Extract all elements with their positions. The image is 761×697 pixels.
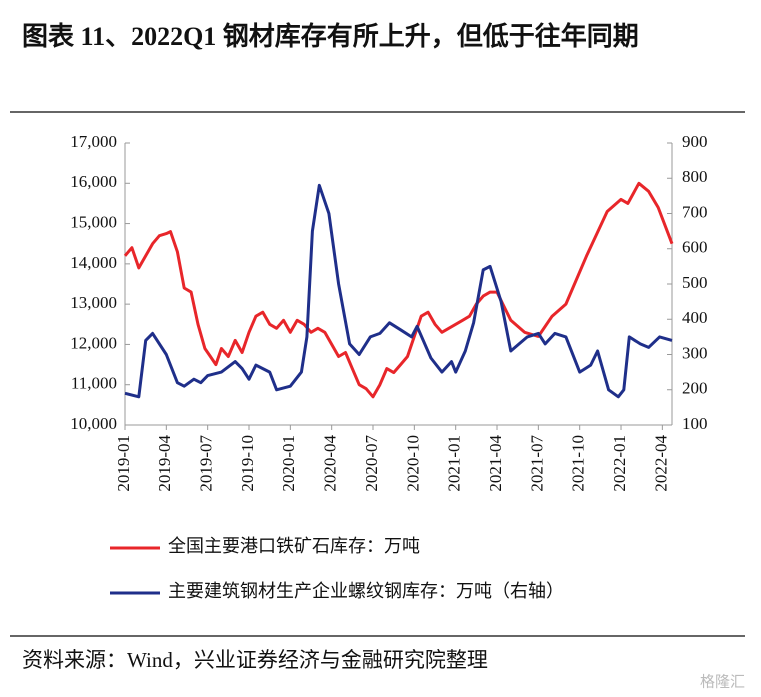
y2-tick-label: 700: [682, 202, 708, 221]
x-tick-label: 2019-07: [197, 435, 216, 492]
y-tick-label: 11,000: [71, 374, 117, 393]
y-tick-label: 14,000: [70, 253, 117, 272]
x-tick-label: 2021-01: [445, 435, 464, 492]
source: 资料来源：Wind，兴业证券经济与金融研究院整理: [22, 648, 488, 672]
x-tick-label: 2019-01: [114, 435, 133, 492]
series-line: [124, 183, 673, 399]
y-tick-label: 15,000: [70, 212, 117, 231]
x-tick-label: 2022-01: [610, 435, 629, 492]
y2-tick-label: 600: [682, 238, 708, 257]
legend-label: 全国主要港口铁矿石库存：万吨: [168, 536, 420, 556]
x-tick-label: 2019-10: [238, 435, 257, 492]
y-tick-label: 12,000: [70, 333, 117, 352]
x-tick-label: 2019-04: [155, 435, 174, 492]
x-tick-label: 2020-10: [403, 435, 422, 492]
x-tick-label: 2020-01: [279, 435, 298, 492]
y2-tick-label: 900: [682, 132, 708, 151]
x-tick-label: 2022-04: [651, 435, 670, 492]
watermark: 格隆汇: [700, 673, 745, 690]
chart-title: 图表 11、2022Q1 钢材库存有所上升，但低于往年同期: [22, 22, 639, 51]
x-tick-label: 2021-10: [569, 435, 588, 492]
y2-tick-label: 100: [682, 414, 708, 433]
y-tick-label: 13,000: [70, 293, 117, 312]
x-tick-label: 2020-04: [321, 435, 340, 492]
y-tick-label: 16,000: [70, 172, 117, 191]
x-tick-label: 2020-07: [362, 435, 381, 492]
y2-tick-label: 400: [682, 308, 708, 327]
legend-label: 主要建筑钢材生产企业螺纹钢库存：万吨（右轴）: [168, 581, 564, 601]
y-tick-label: 17,000: [70, 132, 117, 151]
y-tick-label: 10,000: [70, 414, 117, 433]
y2-tick-label: 500: [682, 273, 708, 292]
series-line: [123, 181, 674, 399]
x-tick-label: 2021-07: [527, 435, 546, 492]
y2-tick-label: 800: [682, 167, 708, 186]
y2-tick-label: 200: [682, 379, 708, 398]
y2-tick-label: 300: [682, 343, 708, 362]
x-tick-label: 2021-04: [486, 435, 505, 492]
